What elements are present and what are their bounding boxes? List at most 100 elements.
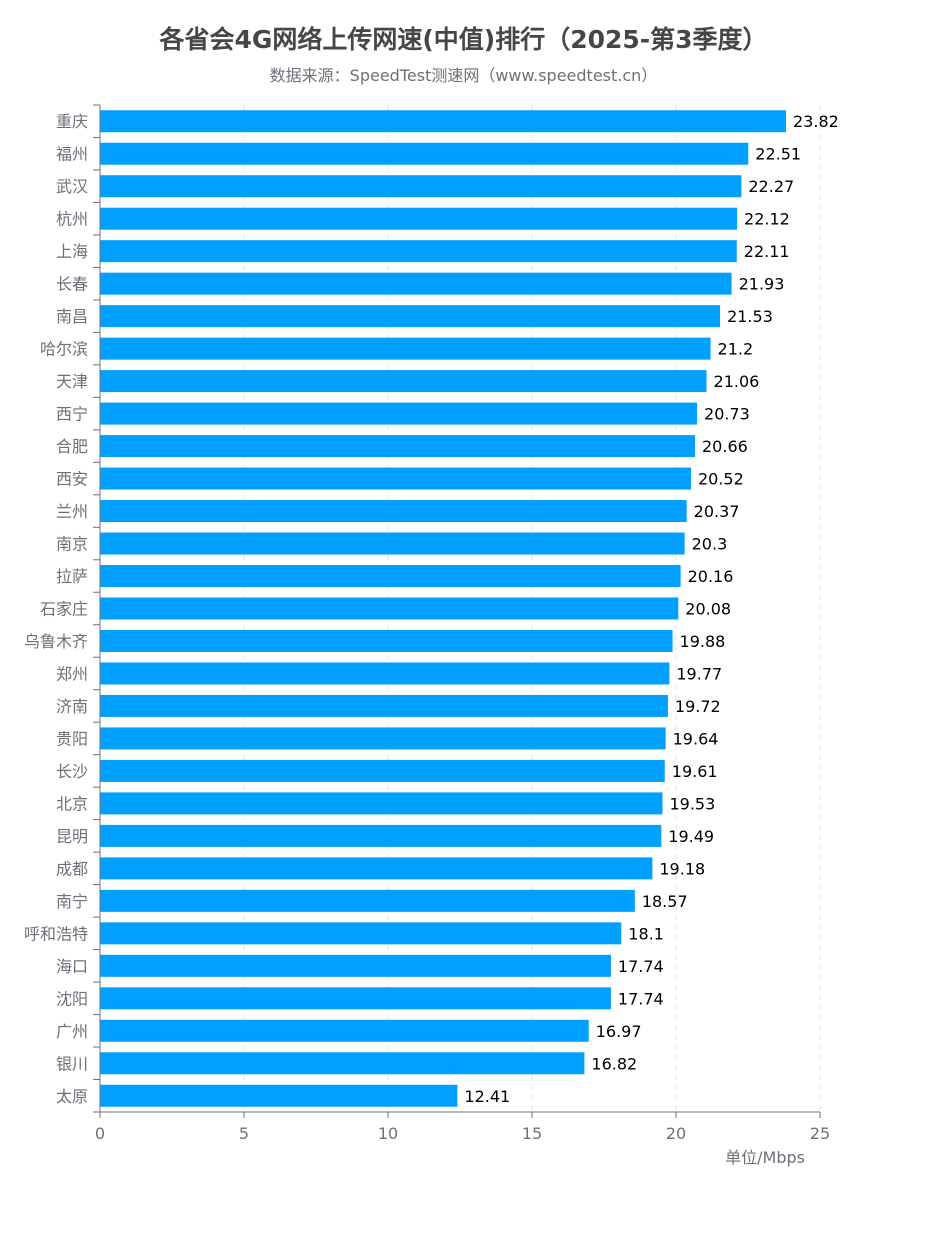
bar	[100, 629, 673, 652]
data-label: 20.08	[685, 600, 731, 619]
data-label: 19.49	[668, 827, 714, 846]
category-label: 合肥	[56, 437, 88, 456]
bar	[100, 792, 663, 815]
bar	[100, 207, 738, 230]
x-tick-label: 10	[378, 1124, 398, 1143]
data-label: 20.16	[688, 567, 734, 586]
bar	[100, 987, 611, 1010]
category-label: 北京	[56, 794, 88, 813]
bar	[100, 824, 662, 847]
data-label: 22.51	[755, 145, 801, 164]
bar	[100, 1052, 585, 1075]
category-label: 银川	[56, 1054, 88, 1073]
bar	[100, 727, 666, 750]
bar	[100, 694, 668, 717]
bar	[100, 337, 711, 360]
category-label: 南宁	[56, 892, 88, 911]
data-label: 12.41	[464, 1087, 510, 1106]
category-label: 西宁	[56, 405, 88, 424]
category-label: 海口	[56, 957, 88, 976]
bar	[100, 272, 732, 295]
category-label: 呼和浩特	[24, 924, 88, 943]
bar	[100, 240, 737, 263]
category-label: 杭州	[56, 210, 88, 229]
bar	[100, 759, 665, 782]
x-tick-label: 25	[810, 1124, 830, 1143]
data-label: 22.27	[748, 177, 794, 196]
data-label: 16.82	[591, 1054, 637, 1073]
category-label: 重庆	[56, 112, 88, 131]
category-label: 天津	[56, 372, 88, 391]
data-label: 21.2	[718, 340, 754, 359]
data-label: 18.57	[642, 892, 688, 911]
category-label: 昆明	[56, 827, 88, 846]
category-label: 广州	[56, 1022, 88, 1041]
bar	[100, 565, 681, 588]
data-label: 22.12	[744, 210, 790, 229]
bar	[100, 597, 679, 620]
bar	[100, 435, 696, 458]
bar	[100, 857, 653, 880]
chart-subtitle: 数据来源：SpeedTest测速网（www.speedtest.cn）	[269, 66, 658, 85]
data-label: 20.52	[698, 470, 744, 489]
chart-title: 各省会4G网络上传网速(中值)排行（2025-第3季度）	[159, 25, 768, 54]
category-label: 武汉	[56, 177, 88, 196]
category-label: 南昌	[56, 307, 88, 326]
category-label: 南京	[56, 535, 88, 554]
category-label: 长沙	[56, 762, 88, 781]
data-label: 20.37	[694, 502, 740, 521]
category-label: 郑州	[56, 664, 88, 683]
data-label: 17.74	[618, 957, 664, 976]
data-label: 16.97	[596, 1022, 642, 1041]
category-label: 福州	[56, 145, 88, 164]
category-label: 长春	[56, 275, 88, 294]
data-label: 21.93	[739, 275, 785, 294]
bar	[100, 1084, 458, 1107]
x-axis-label: 单位/Mbps	[725, 1148, 805, 1167]
bar	[100, 662, 670, 685]
data-label: 20.66	[702, 437, 748, 456]
bar	[100, 500, 687, 523]
x-tick-label: 15	[522, 1124, 542, 1143]
x-tick-label: 0	[95, 1124, 105, 1143]
data-label: 19.18	[659, 859, 705, 878]
category-label: 成都	[56, 859, 88, 878]
category-label: 石家庄	[40, 600, 88, 619]
data-label: 20.3	[692, 535, 728, 554]
category-label: 哈尔滨	[40, 340, 88, 359]
category-label: 西安	[56, 470, 88, 489]
data-label: 19.88	[680, 632, 726, 651]
data-label: 21.53	[727, 307, 773, 326]
category-label: 贵阳	[56, 729, 88, 748]
bar	[100, 305, 721, 328]
data-label: 23.82	[793, 112, 839, 131]
bar	[100, 954, 611, 977]
category-label: 太原	[56, 1087, 88, 1106]
data-label: 19.64	[673, 729, 719, 748]
bar	[100, 922, 622, 945]
bar	[100, 175, 742, 198]
category-label: 沈阳	[56, 989, 88, 1008]
bar	[100, 110, 787, 133]
data-label: 22.11	[744, 242, 790, 261]
bar	[100, 1019, 589, 1042]
bar	[100, 467, 691, 490]
data-label: 21.06	[714, 372, 760, 391]
bar	[100, 532, 685, 555]
data-label: 19.53	[669, 794, 715, 813]
bar	[100, 402, 698, 425]
data-label: 19.61	[672, 762, 718, 781]
data-label: 18.1	[628, 924, 664, 943]
data-label: 19.72	[675, 697, 721, 716]
data-label: 19.77	[676, 664, 722, 683]
data-label: 17.74	[618, 989, 664, 1008]
category-label: 拉萨	[56, 567, 88, 586]
category-label: 上海	[56, 242, 88, 261]
bar	[100, 889, 635, 912]
x-tick-label: 5	[239, 1124, 249, 1143]
x-tick-label: 20	[666, 1124, 686, 1143]
bar	[100, 370, 707, 393]
data-label: 20.73	[704, 405, 750, 424]
category-label: 济南	[56, 697, 88, 716]
